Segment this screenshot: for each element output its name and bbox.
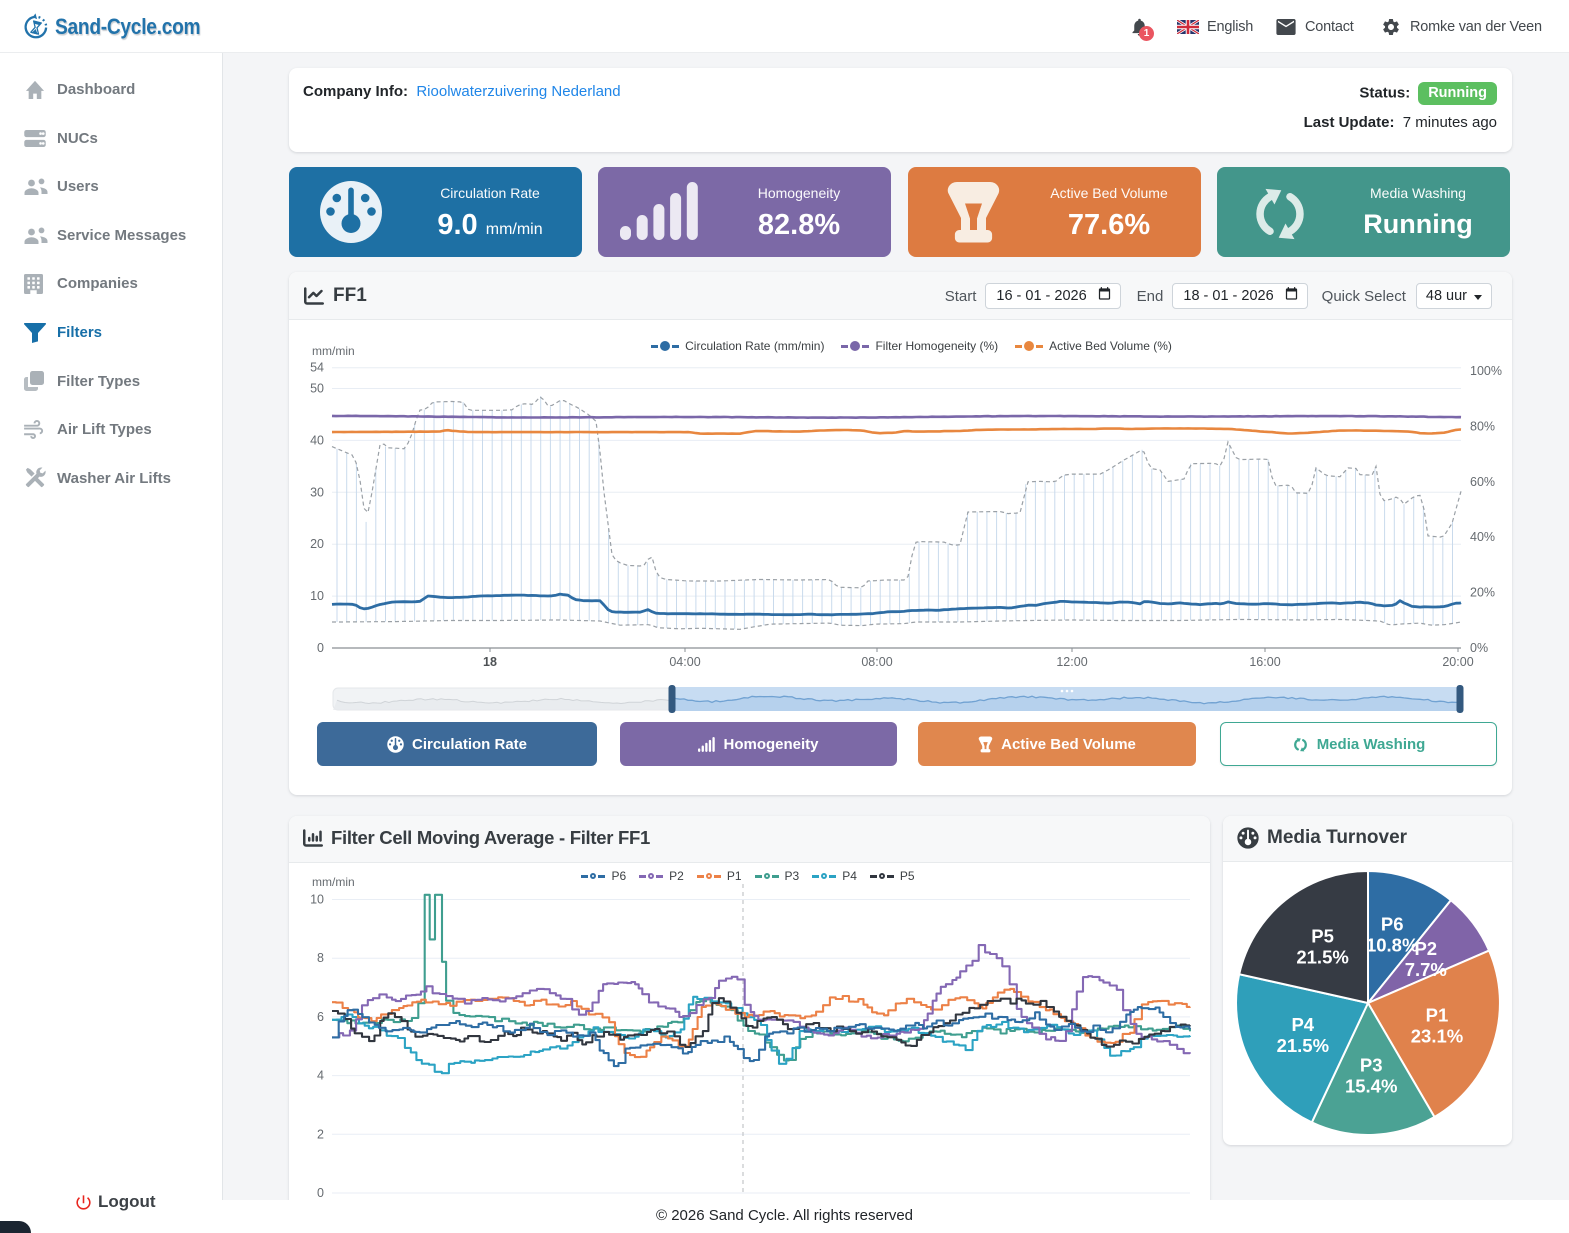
svg-text:4: 4 bbox=[317, 1069, 324, 1083]
svg-text:10: 10 bbox=[310, 589, 324, 603]
svg-text:40: 40 bbox=[310, 433, 324, 447]
svg-text:P3: P3 bbox=[1360, 1055, 1383, 1076]
svg-text:P5: P5 bbox=[1311, 925, 1334, 946]
svg-text:10.8%: 10.8% bbox=[1366, 935, 1418, 956]
svg-text:0%: 0% bbox=[1470, 641, 1488, 655]
svg-text:P2: P2 bbox=[1414, 938, 1437, 959]
svg-text:15.4%: 15.4% bbox=[1345, 1076, 1397, 1097]
svg-text:50: 50 bbox=[310, 382, 324, 396]
svg-text:20%: 20% bbox=[1470, 586, 1495, 600]
svg-text:P4: P4 bbox=[1291, 1014, 1314, 1035]
svg-text:18: 18 bbox=[483, 655, 497, 669]
svg-text:20:00: 20:00 bbox=[1442, 655, 1473, 669]
svg-text:0: 0 bbox=[317, 1186, 324, 1200]
svg-text:mm/min: mm/min bbox=[312, 875, 355, 889]
svg-text:8: 8 bbox=[317, 951, 324, 965]
svg-text:P6: P6 bbox=[1381, 914, 1404, 935]
svg-text:6: 6 bbox=[317, 1010, 324, 1024]
svg-text:0: 0 bbox=[317, 641, 324, 655]
svg-text:21.5%: 21.5% bbox=[1277, 1035, 1329, 1056]
svg-text:20: 20 bbox=[310, 537, 324, 551]
svg-text:04:00: 04:00 bbox=[669, 655, 700, 669]
svg-text:40%: 40% bbox=[1470, 530, 1495, 544]
svg-text:16:00: 16:00 bbox=[1249, 655, 1280, 669]
svg-text:2: 2 bbox=[317, 1127, 324, 1141]
svg-text:54: 54 bbox=[310, 361, 324, 375]
svg-text:80%: 80% bbox=[1470, 419, 1495, 433]
svg-text:10: 10 bbox=[310, 893, 324, 907]
svg-text:08:00: 08:00 bbox=[861, 655, 892, 669]
svg-text:P1: P1 bbox=[1426, 1005, 1449, 1026]
svg-text:100%: 100% bbox=[1470, 364, 1502, 378]
svg-text:7.7%: 7.7% bbox=[1405, 959, 1447, 980]
svg-text:mm/min: mm/min bbox=[312, 344, 355, 358]
svg-text:21.5%: 21.5% bbox=[1296, 946, 1348, 967]
svg-text:30: 30 bbox=[310, 485, 324, 499]
svg-text:60%: 60% bbox=[1470, 475, 1495, 489]
svg-text:12:00: 12:00 bbox=[1056, 655, 1087, 669]
svg-text:23.1%: 23.1% bbox=[1411, 1026, 1463, 1047]
